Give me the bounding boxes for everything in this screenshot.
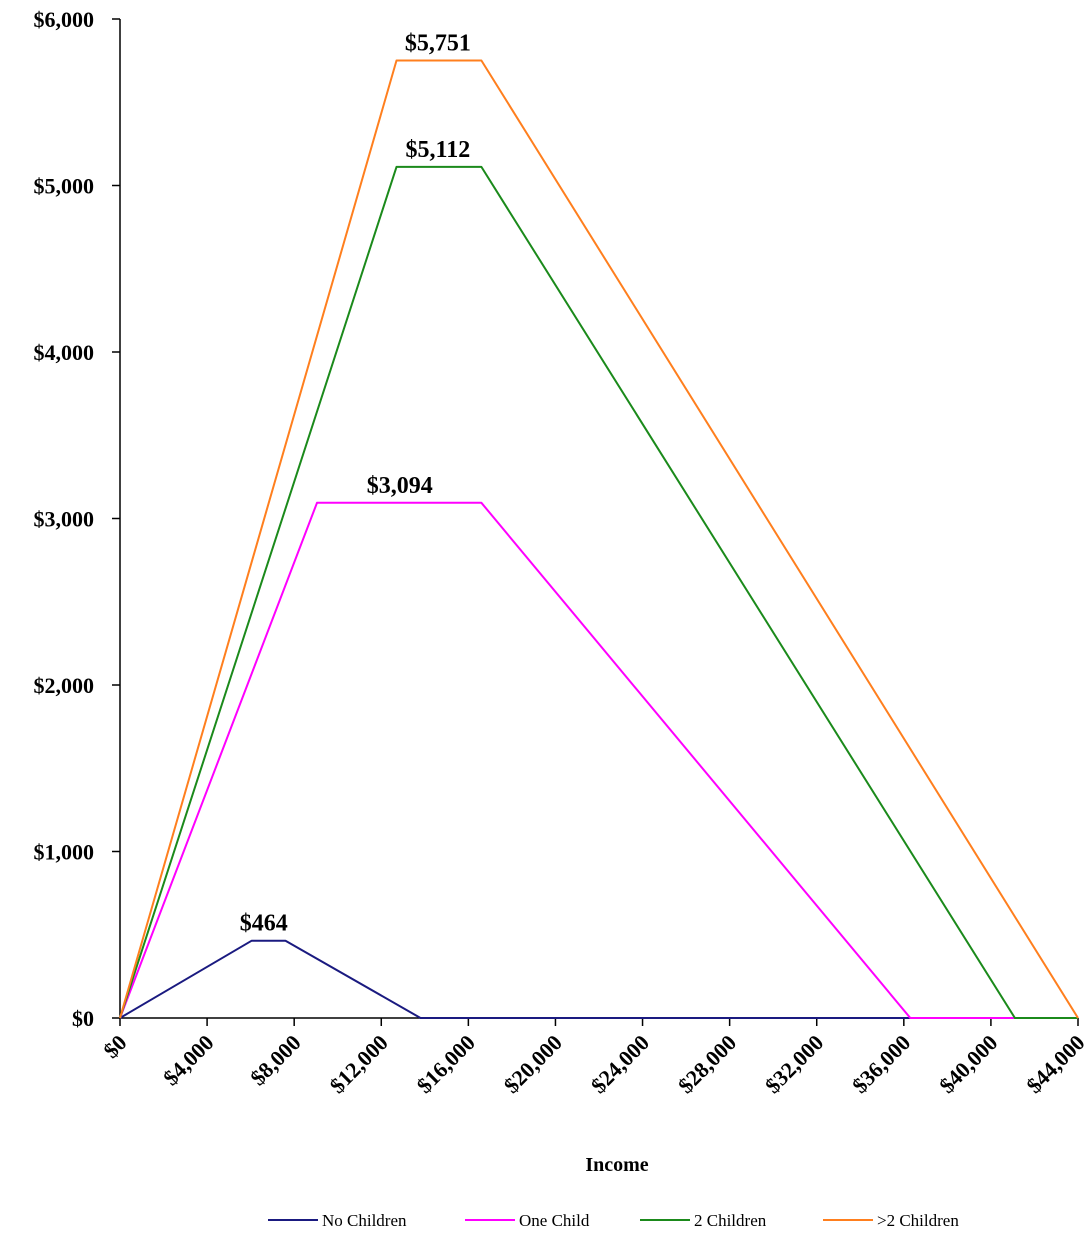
y-tick-label: $3,000 [34,507,95,532]
x-tick-label: $20,000 [499,1030,567,1098]
series-line-1 [119,501,1078,1019]
x-tick-label: $44,000 [1021,1030,1089,1098]
legend-label: One Child [519,1211,590,1230]
legend-label: 2 Children [694,1211,767,1230]
legend-layer: No Children One Child 2 Children >2 Childre… [268,1211,959,1230]
x-tick-label: $36,000 [847,1030,915,1098]
x-tick-label: $28,000 [673,1030,741,1098]
y-tick-label: $4,000 [34,340,95,365]
x-tick-label: $24,000 [586,1030,654,1098]
series-line-3 [119,59,1079,1019]
y-tick-label: $0 [72,1006,94,1031]
y-tick-label: $2,000 [34,673,95,698]
x-tick-label: $12,000 [325,1030,393,1098]
series-line-0 [119,939,1078,1019]
x-tick-label: $0 [98,1030,131,1063]
x-tick-label: $40,000 [934,1030,1002,1098]
y-tick-label: $1,000 [34,840,95,865]
axes-layer: $0 $1,000 $2,000 $3,000 $4,000 $5,000 $6,000 $0… [34,7,1090,1176]
peak-value-label: $5,112 [406,137,471,163]
peak-value-label: $3,094 [367,473,433,499]
peak-value-label: $464 [240,911,288,937]
legend-label: >2 Children [877,1211,959,1230]
x-tick-label: $16,000 [412,1030,480,1098]
x-tick-label: $4,000 [158,1030,218,1090]
annotation-layer: $5,751 $5,112 $3,094 $464 [240,30,471,936]
y-tick-label: $6,000 [34,7,95,32]
peak-value-label: $5,751 [405,30,471,56]
x-tick-label: $8,000 [245,1030,305,1090]
series-line-2 [119,165,1078,1019]
x-tick-label: $32,000 [760,1030,828,1098]
y-tick-label: $5,000 [34,174,95,199]
x-axis-title: Income [585,1154,648,1176]
legend-label: No Children [322,1211,407,1230]
series-layer [119,59,1079,1019]
